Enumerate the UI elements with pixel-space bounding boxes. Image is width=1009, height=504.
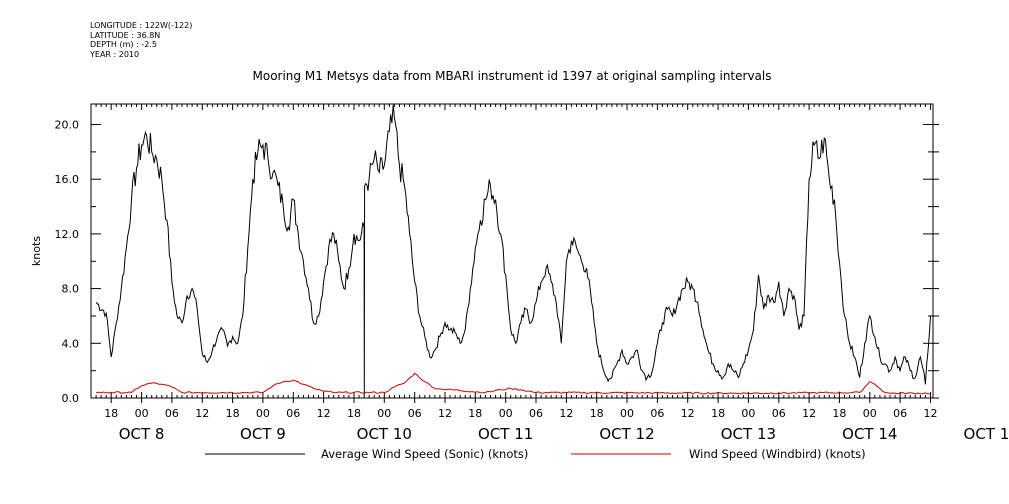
- x-day-label: OCT 11: [478, 425, 533, 443]
- x-tick-label: 12: [317, 407, 331, 420]
- x-tick-label: 06: [286, 407, 300, 420]
- x-day-label: OCT 8: [119, 425, 165, 443]
- latitude-label: LATITUDE : 36.8N: [90, 30, 161, 40]
- x-tick-label: 00: [256, 407, 270, 420]
- x-tick-label: 18: [226, 407, 240, 420]
- series-line-windbird: [96, 372, 931, 395]
- x-tick-label: 00: [135, 407, 149, 420]
- x-tick-label: 18: [347, 407, 361, 420]
- x-tick-label: 18: [468, 407, 482, 420]
- x-tick-label: 06: [772, 407, 786, 420]
- legend-label-windbird: Wind Speed (Windbird) (knots): [689, 447, 866, 461]
- y-tick-label: 4.0: [62, 337, 80, 350]
- x-tick-label: 06: [893, 407, 907, 420]
- year-label: YEAR : 2010: [90, 49, 140, 59]
- x-day-label: OCT 12: [599, 425, 654, 443]
- y-tick-label: 12.0: [55, 228, 80, 241]
- x-tick-label: 18: [711, 407, 725, 420]
- x-tick-label: 06: [165, 407, 179, 420]
- x-day-label: OCT 13: [721, 425, 776, 443]
- x-tick-label: 06: [408, 407, 422, 420]
- x-tick-label: 00: [863, 407, 877, 420]
- y-tick-label: 0.0: [62, 392, 80, 405]
- y-axis-label: knots: [30, 236, 43, 266]
- x-tick-label: 12: [559, 407, 573, 420]
- x-tick-label: 12: [681, 407, 695, 420]
- series-layer: [95, 104, 931, 396]
- x-tick-label: 12: [438, 407, 452, 420]
- metadata-block: LONGITUDE : 122W(-122) LATITUDE : 36.8N …: [90, 21, 192, 59]
- axes-group: 18 00 06 12 18 00 06 12 18 00 06 12 18 00 06 12 18 00 06 12…: [55, 104, 1009, 443]
- longitude-label: LONGITUDE : 122W(-122): [90, 21, 193, 30]
- x-day-label: OCT 10: [357, 425, 412, 443]
- x-tick-label: 06: [650, 407, 664, 420]
- legend-label-sonic: Average Wind Speed (Sonic) (knots): [321, 447, 528, 461]
- x-tick-label: 12: [195, 407, 209, 420]
- x-tick-label: 00: [741, 407, 755, 420]
- y-tick-label: 8.0: [62, 283, 80, 296]
- x-tick-label: 18: [832, 407, 846, 420]
- legend: Average Wind Speed (Sonic) (knots) Wind …: [205, 447, 866, 461]
- x-tick-label: 00: [620, 407, 634, 420]
- series-line-sonic: [95, 104, 931, 396]
- x-tick-label: 12: [924, 407, 938, 420]
- x-tick-label: 12: [802, 407, 816, 420]
- y-tick-label: 16.0: [55, 173, 80, 186]
- x-tick-label: 18: [104, 407, 118, 420]
- depth-label: DEPTH (m) : -2.5: [90, 40, 157, 49]
- x-tick-label: 00: [499, 407, 513, 420]
- plot-frame: [90, 103, 934, 399]
- x-tick-label: 00: [377, 407, 391, 420]
- x-day-label: OCT 14: [842, 425, 897, 443]
- x-tick-label: 06: [529, 407, 543, 420]
- chart-title: Mooring M1 Metsys data from MBARI instru…: [253, 69, 772, 83]
- x-day-label: OCT 9: [240, 425, 286, 443]
- y-tick-label: 20.0: [55, 119, 80, 132]
- x-day-label: OCT 15: [964, 425, 1009, 443]
- x-tick-label: 18: [590, 407, 604, 420]
